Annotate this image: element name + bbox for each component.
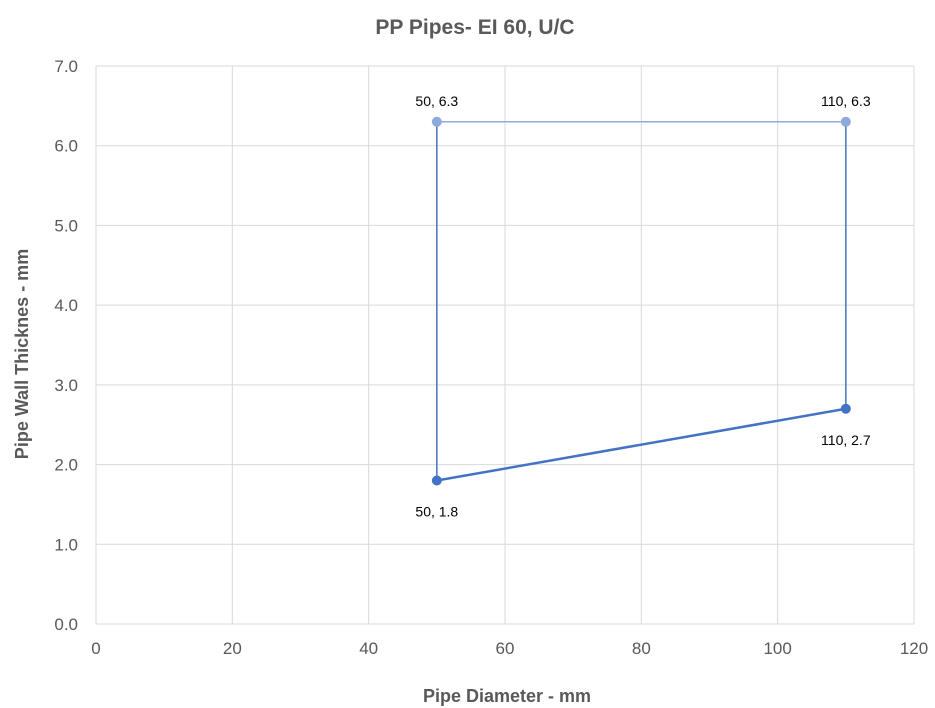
data-labels: 50, 1.8 110, 2.7 50, 6.3 110, 6.3	[415, 93, 870, 520]
data-label: 50, 6.3	[415, 93, 458, 109]
gridlines	[95, 65, 915, 625]
x-tick-label: 100	[763, 639, 791, 658]
x-tick-label: 60	[496, 639, 515, 658]
data-point	[431, 116, 442, 127]
chart-title: PP Pipes- EI 60, U/C	[375, 16, 574, 39]
y-tick-label: 1.0	[54, 535, 78, 554]
data-label: 110, 2.7	[821, 432, 871, 448]
y-tick-label: 3.0	[54, 376, 78, 395]
y-tick-label: 2.0	[54, 456, 78, 475]
tick-labels: 0 20 40 60 80 100 120 0.0 1.0 2.0 3.0 4.0 5.0 6.0 7.0	[54, 57, 928, 658]
y-tick-label: 7.0	[54, 57, 78, 76]
x-tick-label: 20	[223, 639, 242, 658]
series	[431, 116, 851, 486]
x-tick-label: 120	[900, 639, 928, 658]
y-tick-label: 6.0	[54, 137, 78, 156]
data-point	[840, 403, 851, 414]
y-axis-title: Pipe Wall Thicknes - mm	[12, 249, 32, 459]
data-label: 50, 1.8	[415, 504, 458, 520]
x-tick-label: 0	[91, 639, 100, 658]
series-line	[436, 407, 847, 482]
data-label: 110, 6.3	[821, 93, 871, 109]
y-tick-label: 0.0	[54, 615, 78, 634]
x-axis-title: Pipe Diameter - mm	[423, 686, 591, 706]
y-tick-label: 5.0	[54, 216, 78, 235]
data-point	[840, 116, 851, 127]
x-tick-label: 80	[632, 639, 651, 658]
data-point	[431, 475, 442, 486]
x-tick-label: 40	[359, 639, 378, 658]
y-tick-label: 4.0	[54, 296, 78, 315]
